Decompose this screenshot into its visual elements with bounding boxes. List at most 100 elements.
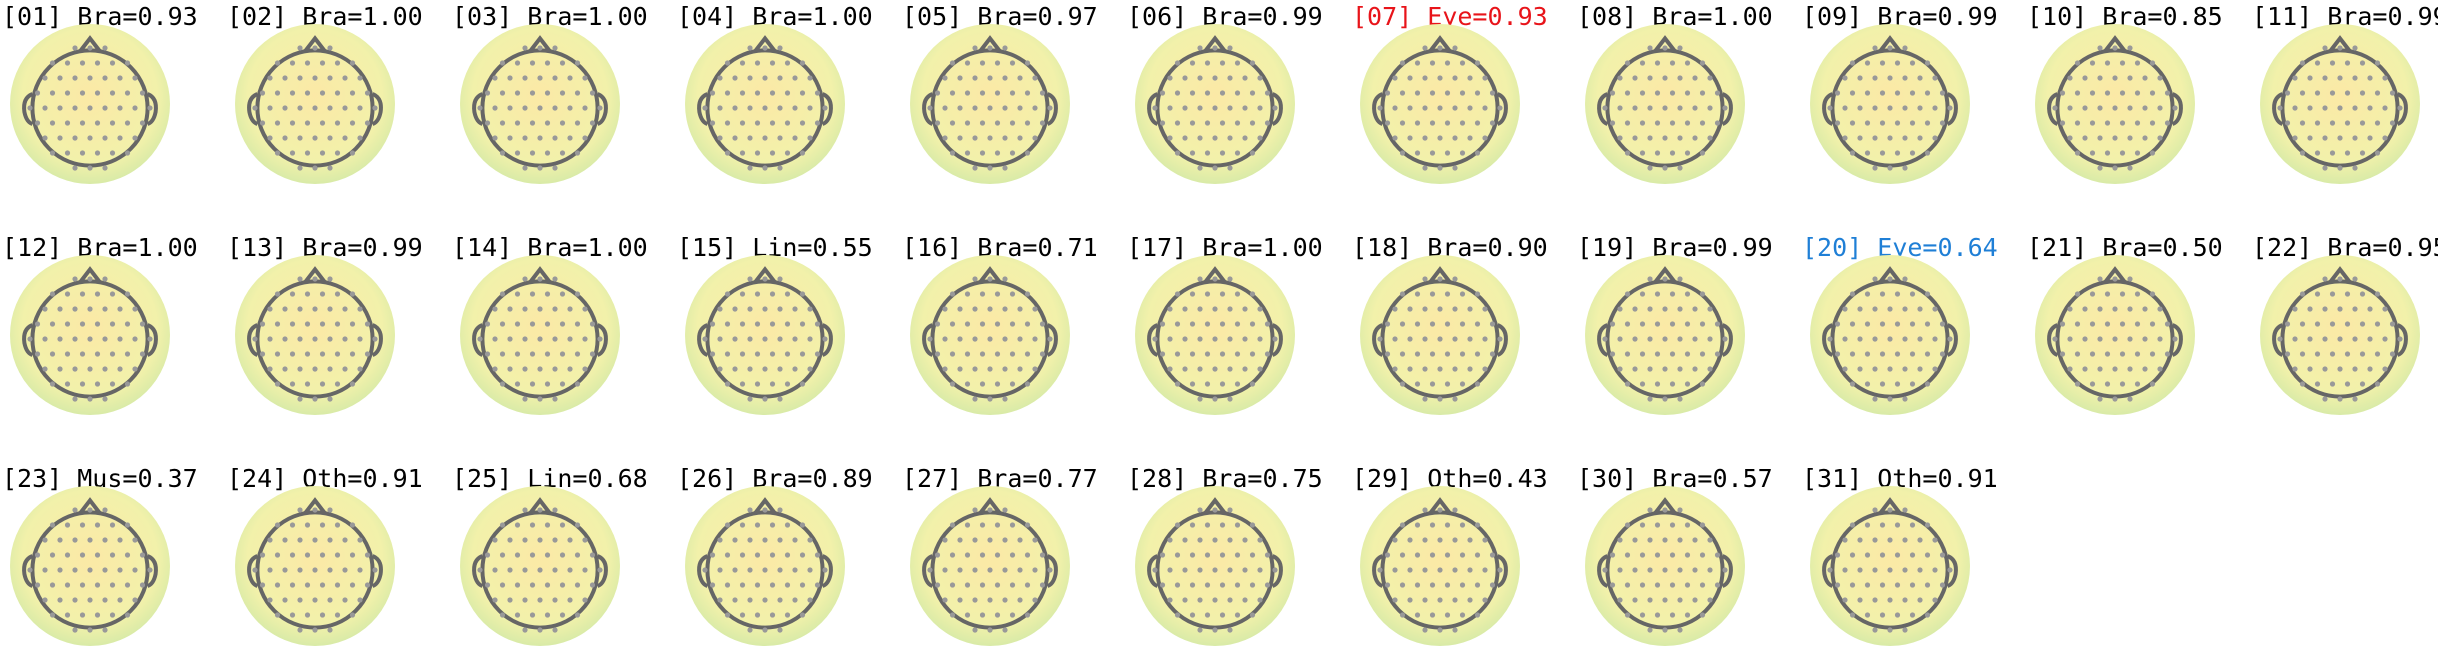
- sensor-dot: [1827, 336, 1833, 342]
- sensor-dot: [1909, 60, 1916, 66]
- topomap-panel: [22] Bra=0.95: [2252, 233, 2438, 415]
- sensor-dot: [994, 612, 1001, 618]
- sensor-dot: [72, 597, 78, 603]
- sensor-dot: [1437, 366, 1443, 372]
- sensor-dot: [544, 612, 551, 618]
- sensor-dot: [2089, 150, 2096, 156]
- sensor-dot: [717, 75, 723, 81]
- sensor-dot: [1467, 567, 1473, 573]
- sensor-dot: [507, 75, 513, 81]
- sensor-dot: [979, 90, 986, 96]
- sensor-dot: [784, 552, 791, 558]
- sensor-dot: [124, 60, 131, 66]
- sensor-dot: [702, 105, 708, 111]
- sensor-dot: [987, 75, 993, 81]
- sensor-dot: [522, 165, 528, 171]
- sensor-dot: [1212, 597, 1218, 603]
- sensor-dot: [267, 306, 273, 312]
- sensor-dot: [724, 552, 731, 558]
- sensor-dot: [492, 306, 498, 312]
- sensor-dot: [1662, 597, 1668, 603]
- sensor-dot: [574, 552, 581, 558]
- sensor-dot: [1249, 381, 1256, 387]
- sensor-dot: [499, 90, 506, 96]
- head-nose: [1203, 266, 1227, 284]
- sensor-dot: [1212, 306, 1218, 312]
- sensor-dot: [1204, 582, 1211, 588]
- sensor-dot: [769, 612, 776, 618]
- sensor-dot: [814, 321, 821, 327]
- sensor-dot: [1849, 351, 1856, 357]
- sensor-dot: [972, 276, 978, 282]
- sensor-dot: [957, 597, 963, 603]
- sensor-dot: [2089, 90, 2096, 96]
- sensor-dot: [522, 627, 528, 633]
- sensor-dot: [94, 60, 101, 66]
- sensor-dot: [582, 135, 588, 141]
- sensor-dot: [942, 105, 948, 111]
- sensor-dot: [799, 381, 806, 387]
- sensor-dot: [1227, 627, 1233, 633]
- sensor-dot: [777, 45, 783, 51]
- sensor-dot: [1699, 582, 1706, 588]
- sensor-dot: [349, 291, 356, 297]
- head-nose: [1653, 35, 1677, 53]
- sensor-dot: [2344, 90, 2351, 96]
- sensor-dot: [2127, 336, 2133, 342]
- head-ear: [1946, 323, 1958, 357]
- sensor-dot: [102, 507, 108, 513]
- sensor-dot: [552, 276, 558, 282]
- sensor-dot: [1677, 75, 1683, 81]
- sensor-dot: [994, 90, 1001, 96]
- sensor-dot: [87, 165, 93, 171]
- sensor-dot: [2389, 321, 2396, 327]
- topomap-panel: [20] Eye=0.64: [1802, 233, 1998, 415]
- sensor-dot: [2337, 396, 2343, 402]
- head-ear: [1046, 92, 1058, 126]
- sensor-dot: [1857, 366, 1863, 372]
- sensor-dot: [784, 150, 791, 156]
- sensor-dot: [1407, 135, 1413, 141]
- sensor-dot: [567, 537, 573, 543]
- sensor-dot: [1437, 567, 1443, 573]
- sensor-dot: [2134, 120, 2141, 126]
- sensor-dot: [1189, 351, 1196, 357]
- sensor-dot: [747, 396, 753, 402]
- sensor-dot: [2082, 135, 2088, 141]
- sensor-dot: [1662, 366, 1668, 372]
- sensor-dot: [1857, 75, 1863, 81]
- sensor-dot: [1864, 321, 1871, 327]
- sensor-dot: [1887, 597, 1893, 603]
- sensor-dot: [979, 381, 986, 387]
- sensor-dot: [964, 291, 971, 297]
- sensor-dot: [717, 105, 723, 111]
- sensor-dot: [957, 366, 963, 372]
- sensor-dot: [739, 552, 746, 558]
- sensor-dot: [1924, 612, 1931, 618]
- sensor-dot: [1189, 552, 1196, 558]
- head-nose: [2328, 35, 2352, 53]
- sensor-dot: [949, 612, 956, 618]
- sensor-dot: [2127, 105, 2133, 111]
- sensor-dot: [334, 291, 341, 297]
- sensor-dot: [574, 120, 581, 126]
- sensor-dot: [1152, 336, 1158, 342]
- sensor-dot: [972, 105, 978, 111]
- sensor-dot: [1264, 351, 1271, 357]
- sensor-dot: [2052, 105, 2058, 111]
- sensor-dot: [1699, 120, 1706, 126]
- sensor-dot: [1842, 567, 1848, 573]
- sensor-dot: [49, 321, 56, 327]
- sensor-dot: [1219, 612, 1226, 618]
- sensor-dot: [1714, 582, 1721, 588]
- sensor-dot: [1639, 60, 1646, 66]
- sensor-dot: [1632, 567, 1638, 573]
- sensor-dot: [1009, 291, 1016, 297]
- sensor-dot: [1947, 105, 1953, 111]
- sensor-dot: [1699, 552, 1706, 558]
- sensor-dot: [477, 336, 483, 342]
- sensor-dot: [312, 165, 318, 171]
- sensor-dot: [1234, 150, 1241, 156]
- sensor-dot: [297, 45, 303, 51]
- sensor-dot: [259, 582, 266, 588]
